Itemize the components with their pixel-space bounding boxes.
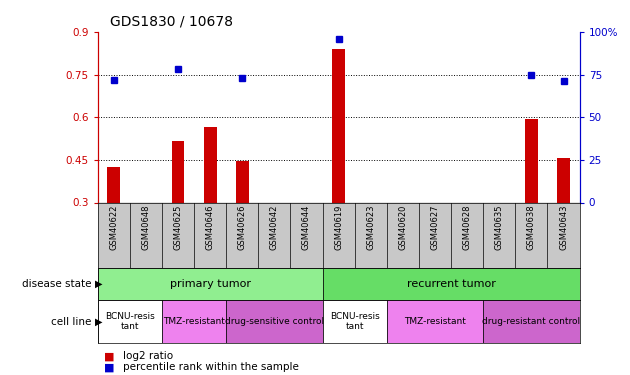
- Text: cell line: cell line: [51, 316, 94, 327]
- Text: ▶: ▶: [94, 316, 102, 327]
- Text: recurrent tumor: recurrent tumor: [406, 279, 496, 289]
- Text: primary tumor: primary tumor: [169, 279, 251, 289]
- Text: drug-resistant control: drug-resistant control: [483, 317, 580, 326]
- Text: drug-sensitive control: drug-sensitive control: [225, 317, 324, 326]
- Text: BCNU-resis
tant: BCNU-resis tant: [105, 312, 154, 331]
- Text: ▶: ▶: [94, 279, 102, 289]
- Text: GSM40635: GSM40635: [495, 204, 504, 250]
- Text: TMZ-resistant: TMZ-resistant: [163, 317, 225, 326]
- Bar: [557, 158, 570, 203]
- Text: GSM40638: GSM40638: [527, 204, 536, 250]
- Text: GSM40643: GSM40643: [559, 204, 568, 250]
- Bar: [236, 161, 249, 202]
- Text: GSM40620: GSM40620: [398, 204, 408, 250]
- Text: GSM40646: GSM40646: [205, 204, 215, 250]
- Text: GSM40625: GSM40625: [173, 204, 183, 250]
- Bar: [98, 268, 323, 300]
- Bar: [525, 118, 538, 202]
- Text: GDS1830 / 10678: GDS1830 / 10678: [110, 14, 233, 28]
- Text: ■: ■: [104, 351, 115, 361]
- Text: GSM40648: GSM40648: [141, 204, 151, 250]
- Text: GSM40627: GSM40627: [430, 204, 440, 250]
- Bar: [226, 300, 323, 343]
- Text: GSM40628: GSM40628: [462, 204, 472, 250]
- Bar: [107, 167, 120, 202]
- Text: GSM40644: GSM40644: [302, 204, 311, 250]
- Bar: [203, 127, 217, 202]
- Bar: [323, 300, 387, 343]
- Text: BCNU-resis
tant: BCNU-resis tant: [330, 312, 379, 331]
- Bar: [323, 268, 580, 300]
- Bar: [483, 300, 580, 343]
- Bar: [162, 300, 226, 343]
- Text: GSM40642: GSM40642: [270, 204, 279, 250]
- Bar: [332, 49, 345, 202]
- Text: disease state: disease state: [22, 279, 94, 289]
- Bar: [171, 141, 185, 202]
- Text: GSM40623: GSM40623: [366, 204, 375, 250]
- Bar: [98, 300, 162, 343]
- Text: TMZ-resistant: TMZ-resistant: [404, 317, 466, 326]
- Text: log2 ratio: log2 ratio: [123, 351, 173, 361]
- Text: GSM40622: GSM40622: [109, 204, 118, 250]
- Text: ■: ■: [104, 363, 115, 372]
- Text: GSM40626: GSM40626: [238, 204, 247, 250]
- Text: percentile rank within the sample: percentile rank within the sample: [123, 363, 299, 372]
- Text: GSM40619: GSM40619: [334, 204, 343, 250]
- Bar: [387, 300, 483, 343]
